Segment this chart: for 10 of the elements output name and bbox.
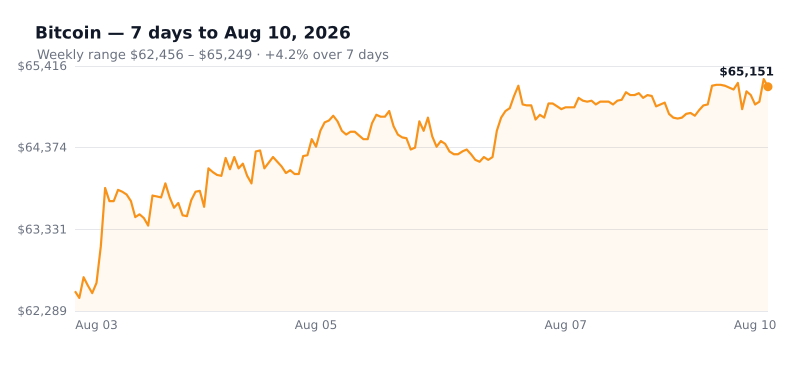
chart-title: Bitcoin — 7 days to Aug 10, 2026 bbox=[35, 24, 351, 44]
x-tick-label: Aug 07 bbox=[544, 318, 587, 332]
x-tick-label: Aug 05 bbox=[294, 318, 338, 332]
data-label: $65,151 bbox=[719, 64, 774, 78]
x-tick-label: Aug 03 bbox=[75, 318, 118, 332]
y-tick-label: $63,331 bbox=[17, 222, 67, 236]
y-tick-label: $65,416 bbox=[17, 59, 67, 73]
y-tick-label: $64,374 bbox=[17, 140, 67, 155]
x-tick-label: Aug 10 bbox=[734, 318, 776, 332]
y-tick-label: $62,289 bbox=[17, 304, 67, 318]
